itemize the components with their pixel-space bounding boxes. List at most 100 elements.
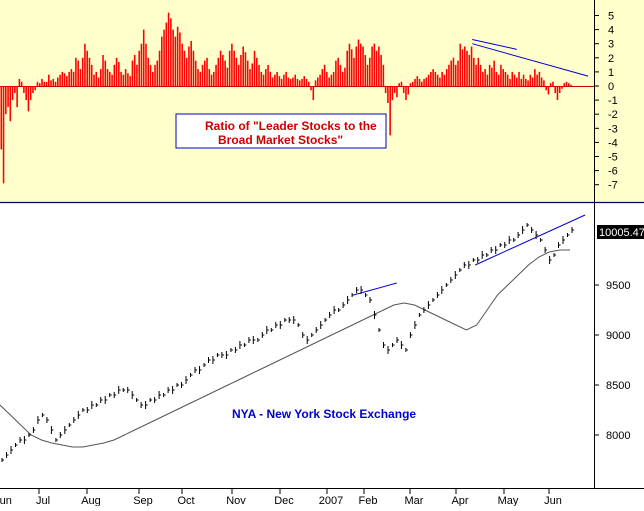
ratio-bar [436,74,439,86]
ratio-bar [147,57,150,86]
month-tick-label: Jun [544,495,562,506]
ratio-bar [23,86,25,94]
ratio-tick-label: -5 [608,152,618,164]
ratio-bar [111,74,113,86]
ratio-bar [99,69,102,86]
ratio-bar [97,77,100,86]
ratio-bar [567,83,570,86]
ratio-bar [158,50,161,86]
ratio-bar [242,46,244,86]
ratio-bar [199,71,202,86]
ratio-bar [434,71,437,86]
ratio-bar [384,86,387,94]
ratio-bar [500,64,502,86]
ratio-bar [258,64,260,86]
ratio-bar [357,39,360,86]
ratio-bar [470,46,473,86]
ratio-bar [104,60,107,86]
ratio-bar [536,74,538,86]
ratio-bar [307,81,310,86]
ratio-bar [382,64,385,86]
ratio-bar [86,50,88,86]
ratio-bar [518,71,520,86]
ratio-bar [520,78,523,86]
ratio-bar [421,81,423,86]
ratio-bar [565,81,568,86]
ratio-bar [81,57,84,86]
ratio-bar [237,64,240,86]
ratio-bar [265,69,267,86]
ratio-bar [38,83,41,86]
ratio-bar [129,76,131,86]
ratio-bar [479,64,482,86]
ratio-bar [140,43,143,86]
ratio-bar [203,60,206,86]
ratio-bar [43,81,46,86]
ratio-bar [57,77,59,86]
ratio-bar [127,73,129,86]
ratio-bar [260,71,263,86]
ratio-bar [380,54,382,86]
ratio-bar [59,74,61,86]
ratio-bar [441,71,443,86]
ratio-bar [210,74,213,86]
ratio-bar [477,57,480,86]
ratio-bar [332,71,335,86]
price-panel-background [0,203,644,506]
ratio-bar [274,74,276,86]
ratio-bar [185,57,188,86]
ratio-bar [301,78,303,86]
ratio-bar [201,64,204,86]
ratio-bar [174,36,177,86]
ratio-bar [310,86,312,91]
ratio-bar [161,36,163,86]
ratio-panel-background [0,0,644,202]
ratio-bar [545,86,547,91]
ratio-bar [276,71,278,86]
ratio-bar [373,43,376,86]
ratio-bar [330,74,333,86]
ratio-bar [2,86,5,184]
month-tick-label: Dec [274,495,294,506]
ratio-bar [369,57,371,86]
ratio-bar [287,77,290,86]
ratio-bar [554,86,556,94]
ratio-bar [473,57,475,86]
ratio-bar [298,80,301,86]
ratio-bar [484,69,486,86]
ratio-bar [283,74,285,86]
ratio-bar [531,77,534,86]
ratio-bar [84,43,86,86]
ratio-tick-label: -6 [608,166,618,178]
ratio-bar [346,50,348,86]
ratio-bar [217,57,220,86]
ratio-tick-label: -1 [608,95,618,107]
price-tick-label: 9500 [606,280,630,292]
last-value-label: 10005.47 [599,227,644,239]
ratio-bar [255,57,258,86]
month-tick-label: May [498,495,519,506]
ratio-bar [502,69,504,86]
ratio-tick-label: -7 [608,180,618,192]
ratio-bar [151,71,154,86]
ratio-bar [154,64,156,86]
ratio-bar [133,54,136,86]
ratio-bar [25,86,27,101]
price-tick-label: 8500 [606,380,630,392]
ratio-bar [16,86,18,108]
ratio-bar [61,71,64,86]
ratio-tick-label: -2 [608,109,618,121]
ratio-bar [163,29,165,87]
ratio-bar [411,81,414,86]
ratio-bar [145,43,147,86]
price-tick-label: 8000 [606,430,630,442]
ratio-bar [118,62,120,86]
ratio-bar [547,86,550,95]
ratio-bar [350,49,353,86]
ratio-bar [7,86,9,108]
ratio-bar [228,50,231,86]
ratio-bar [371,46,373,86]
ratio-bar [192,50,195,86]
ratio-bar [561,86,563,89]
